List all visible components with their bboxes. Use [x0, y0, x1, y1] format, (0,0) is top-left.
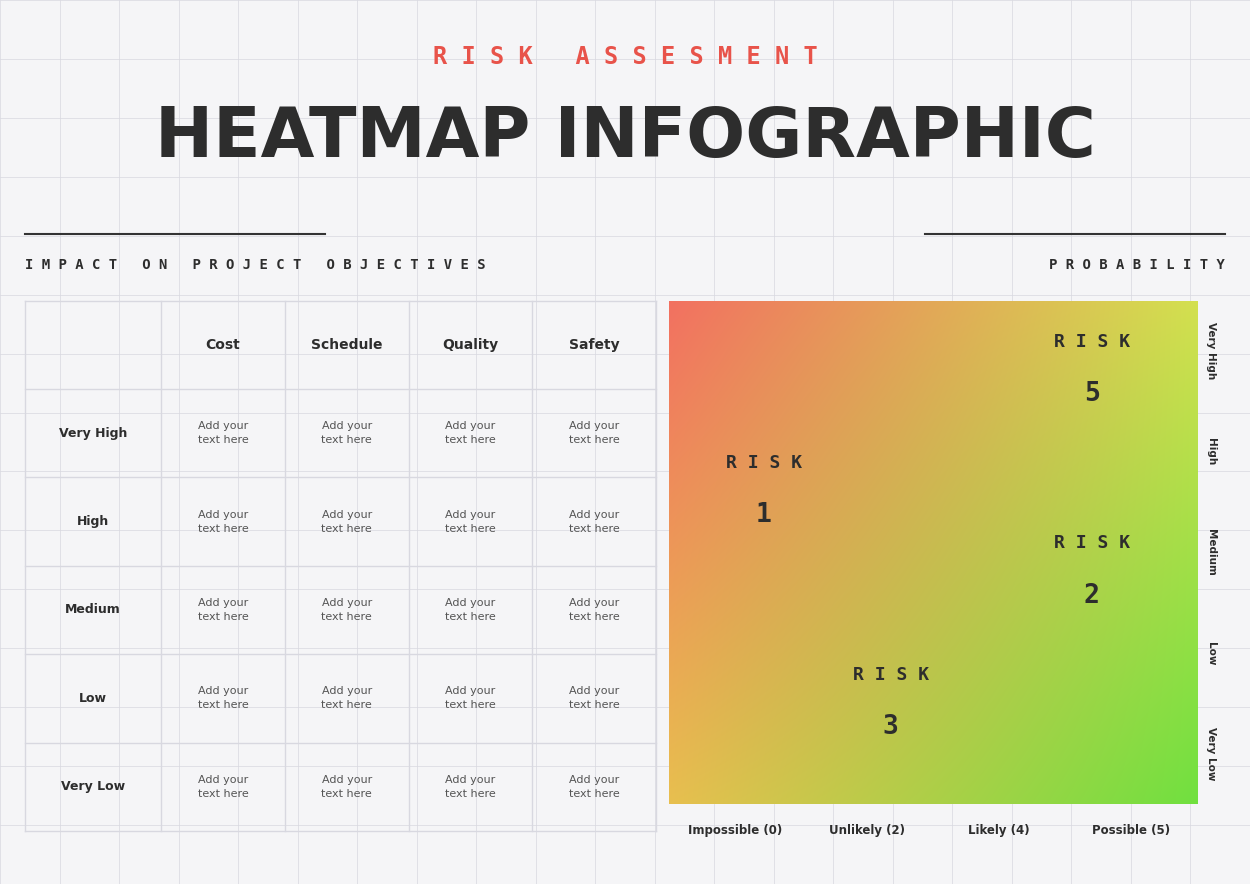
Text: Unlikely (2): Unlikely (2) [829, 825, 905, 837]
Text: Cost: Cost [206, 338, 240, 352]
Text: Low: Low [1206, 642, 1216, 665]
Text: Schedule: Schedule [311, 338, 382, 352]
Text: Add your
text here: Add your text here [569, 598, 620, 622]
Text: Medium: Medium [65, 604, 121, 616]
Text: Add your
text here: Add your text here [569, 774, 620, 799]
Text: Medium: Medium [1206, 529, 1216, 576]
Text: Very Low: Very Low [61, 781, 125, 793]
Text: Add your
text here: Add your text here [445, 509, 496, 534]
Text: Likely (4): Likely (4) [969, 825, 1030, 837]
Text: R I S K   A S S E S M E N T: R I S K A S S E S M E N T [432, 45, 818, 70]
Text: Add your
text here: Add your text here [198, 421, 249, 446]
Text: R I S K: R I S K [726, 453, 803, 472]
Text: Add your
text here: Add your text here [569, 509, 620, 534]
Text: I M P A C T   O N   P R O J E C T   O B J E C T I V E S: I M P A C T O N P R O J E C T O B J E C … [25, 258, 485, 272]
Text: 1: 1 [756, 502, 771, 528]
Text: 3: 3 [882, 713, 899, 740]
Text: Very High: Very High [59, 427, 127, 439]
Text: Quality: Quality [442, 338, 499, 352]
Text: R I S K: R I S K [1054, 333, 1130, 351]
Text: Impossible (0): Impossible (0) [688, 825, 782, 837]
Text: Add your
text here: Add your text here [321, 686, 372, 711]
Text: Add your
text here: Add your text here [198, 686, 249, 711]
Text: Add your
text here: Add your text here [321, 421, 372, 446]
Text: Add your
text here: Add your text here [445, 598, 496, 622]
Text: High: High [78, 515, 109, 528]
Text: P R O B A B I L I T Y: P R O B A B I L I T Y [1049, 258, 1225, 272]
Text: Very High: Very High [1206, 323, 1216, 379]
Text: Add your
text here: Add your text here [445, 686, 496, 711]
Text: Add your
text here: Add your text here [445, 774, 496, 799]
Text: 2: 2 [1084, 583, 1100, 609]
Text: Possible (5): Possible (5) [1092, 825, 1170, 837]
Text: Very Low: Very Low [1206, 728, 1216, 781]
Text: Safety: Safety [569, 338, 620, 352]
Text: Add your
text here: Add your text here [198, 774, 249, 799]
Text: Add your
text here: Add your text here [198, 598, 249, 622]
Text: Add your
text here: Add your text here [569, 421, 620, 446]
Text: High: High [1206, 438, 1216, 465]
Text: Add your
text here: Add your text here [321, 774, 372, 799]
Text: Add your
text here: Add your text here [321, 509, 372, 534]
Text: HEATMAP INFOGRAPHIC: HEATMAP INFOGRAPHIC [155, 103, 1095, 171]
Text: Add your
text here: Add your text here [445, 421, 496, 446]
Text: R I S K: R I S K [1054, 535, 1130, 552]
Text: 5: 5 [1084, 381, 1100, 408]
Text: Low: Low [79, 692, 107, 705]
Text: Add your
text here: Add your text here [198, 509, 249, 534]
Text: Add your
text here: Add your text here [569, 686, 620, 711]
Text: Add your
text here: Add your text here [321, 598, 372, 622]
Text: R I S K: R I S K [853, 666, 929, 683]
